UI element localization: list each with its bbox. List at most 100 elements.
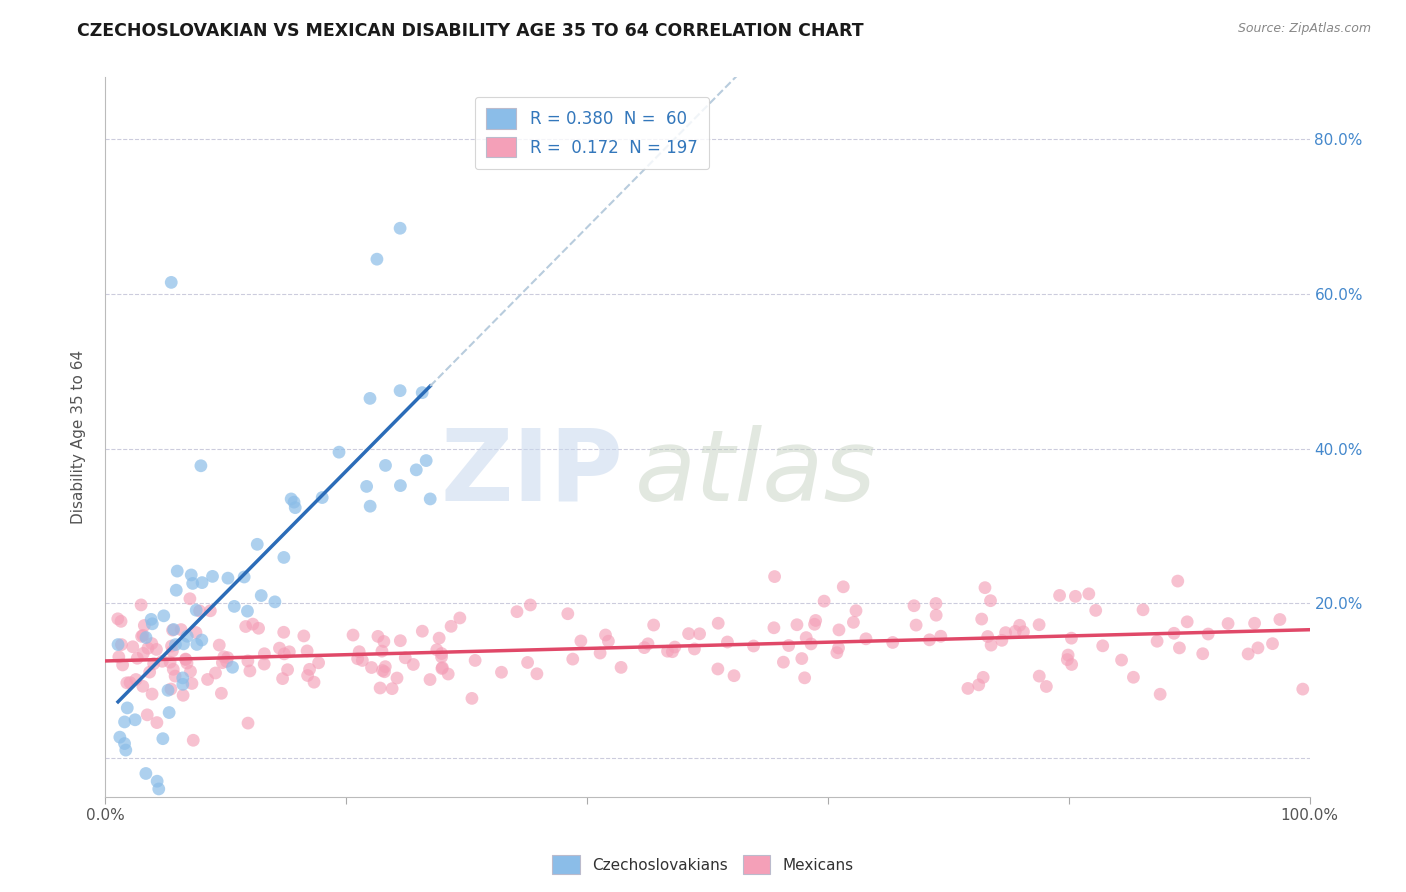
Point — [311, 491, 333, 505]
Point — [242, 617, 264, 632]
Point — [432, 660, 454, 674]
Point — [342, 628, 364, 642]
Point — [172, 677, 194, 691]
Point — [117, 701, 139, 715]
Point — [114, 714, 136, 729]
Point — [121, 640, 143, 654]
Point — [374, 659, 396, 673]
Point — [804, 614, 827, 628]
Point — [633, 640, 655, 655]
Point — [273, 625, 295, 640]
Point — [107, 612, 129, 626]
Text: atlas: atlas — [636, 425, 876, 522]
Point — [385, 671, 408, 685]
Point — [142, 657, 165, 671]
Point — [970, 612, 993, 626]
Point — [1216, 616, 1239, 631]
Point — [1132, 603, 1154, 617]
Point — [1008, 618, 1031, 632]
Point — [145, 642, 167, 657]
Point — [191, 633, 214, 648]
Point — [918, 632, 941, 647]
Point — [359, 499, 381, 513]
Point — [1004, 624, 1026, 639]
Point — [557, 607, 579, 621]
Point — [295, 644, 318, 658]
Point — [135, 631, 157, 645]
Point — [1064, 590, 1087, 604]
Point — [426, 642, 449, 657]
Point — [980, 638, 1002, 652]
Point — [271, 672, 294, 686]
Point — [347, 645, 370, 659]
Text: Source: ZipAtlas.com: Source: ZipAtlas.com — [1237, 22, 1371, 36]
Point — [131, 629, 153, 643]
Point — [172, 688, 194, 702]
Point — [1012, 624, 1035, 639]
Point — [211, 656, 233, 670]
Point — [165, 583, 187, 598]
Point — [292, 629, 315, 643]
Point — [723, 669, 745, 683]
Point — [772, 655, 794, 669]
Point — [643, 618, 665, 632]
Point — [778, 639, 800, 653]
Point — [165, 669, 187, 683]
Point — [165, 638, 187, 652]
Point — [1056, 652, 1078, 666]
Point — [172, 671, 194, 685]
Point — [136, 707, 159, 722]
Point — [141, 636, 163, 650]
Point — [793, 671, 815, 685]
Point — [832, 580, 855, 594]
Point — [689, 627, 711, 641]
Point — [813, 594, 835, 608]
Point — [236, 654, 259, 668]
Point — [166, 564, 188, 578]
Point — [1261, 637, 1284, 651]
Point — [371, 664, 394, 678]
Point — [419, 491, 441, 506]
Point — [162, 662, 184, 676]
Point — [197, 673, 219, 687]
Point — [204, 665, 226, 680]
Point — [506, 605, 529, 619]
Point — [170, 623, 193, 637]
Point — [430, 647, 453, 661]
Point — [136, 641, 159, 656]
Point — [200, 604, 222, 618]
Point — [269, 641, 291, 656]
Point — [191, 575, 214, 590]
Legend: R = 0.380  N =  60, R =  0.172  N = 197: R = 0.380 N = 60, R = 0.172 N = 197 — [475, 96, 709, 169]
Point — [1084, 603, 1107, 617]
Point — [141, 687, 163, 701]
Point — [1060, 631, 1083, 645]
Point — [1168, 640, 1191, 655]
Point — [297, 668, 319, 682]
Point — [1191, 647, 1213, 661]
Point — [208, 638, 231, 652]
Point — [179, 591, 201, 606]
Point — [280, 491, 302, 506]
Point — [359, 392, 381, 406]
Point — [1175, 615, 1198, 629]
Point — [253, 657, 276, 671]
Point — [415, 453, 437, 467]
Point — [132, 646, 155, 660]
Point — [1237, 647, 1260, 661]
Point — [368, 681, 391, 695]
Point — [1111, 653, 1133, 667]
Point — [389, 633, 412, 648]
Point — [716, 635, 738, 649]
Point — [1028, 617, 1050, 632]
Point — [994, 625, 1017, 640]
Point — [1197, 627, 1219, 641]
Point — [180, 568, 202, 582]
Point — [1149, 687, 1171, 701]
Point — [1163, 626, 1185, 640]
Point — [977, 630, 1000, 644]
Point — [366, 252, 388, 267]
Point — [389, 478, 412, 492]
Point — [569, 634, 592, 648]
Point — [132, 679, 155, 693]
